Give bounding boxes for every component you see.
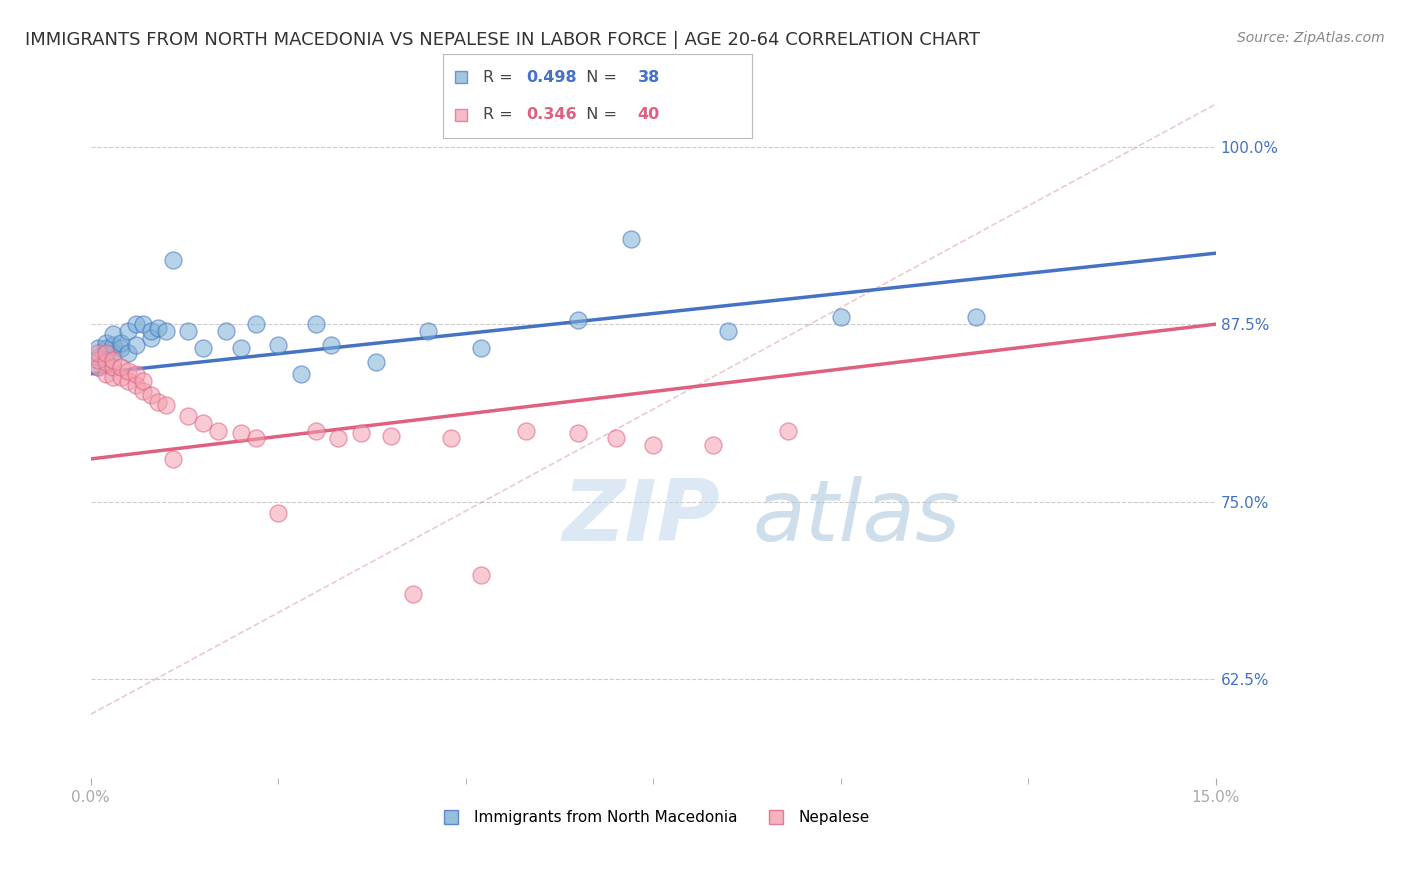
Text: atlas: atlas [752, 475, 960, 559]
Point [117, 364, 139, 378]
Point [319, 338, 342, 352]
Text: Source: ZipAtlas.com: Source: ZipAtlas.com [1237, 31, 1385, 45]
Point [605, 431, 627, 445]
Text: ZIP: ZIP [562, 475, 720, 559]
Point [304, 317, 326, 331]
Point [94, 352, 117, 367]
Point [380, 429, 402, 443]
Point [830, 310, 852, 324]
Point [87, 359, 110, 374]
Point [94, 367, 117, 381]
Point [139, 331, 162, 345]
Point [450, 107, 472, 121]
Point [87, 345, 110, 359]
Point [515, 424, 537, 438]
Point [470, 568, 492, 582]
Point [267, 506, 290, 520]
Point [101, 345, 124, 359]
Point [402, 587, 425, 601]
Point [162, 253, 184, 268]
Text: 38: 38 [638, 70, 659, 85]
Point [267, 338, 290, 352]
Point [214, 324, 236, 338]
Point [117, 374, 139, 388]
Point [717, 324, 740, 338]
Point [110, 369, 132, 384]
Point [702, 438, 724, 452]
Point [146, 321, 169, 335]
Point [146, 395, 169, 409]
Point [124, 338, 146, 352]
Point [87, 350, 110, 364]
Point [567, 426, 589, 441]
Point [110, 335, 132, 350]
Point [101, 338, 124, 352]
Point [162, 452, 184, 467]
Legend: Immigrants from North Macedonia, Nepalese: Immigrants from North Macedonia, Nepales… [430, 804, 876, 831]
Text: N =: N = [576, 70, 621, 85]
Point [418, 324, 440, 338]
Point [94, 335, 117, 350]
Point [94, 341, 117, 355]
Point [101, 352, 124, 367]
Point [139, 388, 162, 402]
Point [304, 424, 326, 438]
Point [440, 431, 463, 445]
Text: 0.346: 0.346 [526, 107, 576, 122]
Point [364, 355, 387, 369]
Text: 0.498: 0.498 [526, 70, 576, 85]
Text: R =: R = [484, 70, 517, 85]
Point [110, 341, 132, 355]
Point [132, 317, 155, 331]
Point [290, 367, 312, 381]
Point [139, 324, 162, 338]
Point [177, 409, 200, 424]
Point [155, 398, 177, 412]
Point [191, 341, 214, 355]
Point [643, 438, 665, 452]
Point [117, 345, 139, 359]
Point [124, 378, 146, 392]
Point [778, 424, 800, 438]
Point [326, 431, 349, 445]
Point [101, 327, 124, 342]
Point [450, 70, 472, 85]
Point [620, 232, 643, 246]
Point [567, 313, 589, 327]
Point [124, 367, 146, 381]
Point [229, 426, 252, 441]
Point [94, 345, 117, 359]
Point [124, 317, 146, 331]
Text: R =: R = [484, 107, 517, 122]
Point [101, 359, 124, 374]
Point [349, 426, 371, 441]
Point [177, 324, 200, 338]
Point [191, 417, 214, 431]
Point [229, 341, 252, 355]
Text: N =: N = [576, 107, 621, 122]
Point [470, 341, 492, 355]
Point [207, 424, 229, 438]
Text: IMMIGRANTS FROM NORTH MACEDONIA VS NEPALESE IN LABOR FORCE | AGE 20-64 CORRELATI: IMMIGRANTS FROM NORTH MACEDONIA VS NEPAL… [25, 31, 980, 49]
Point [101, 369, 124, 384]
Point [965, 310, 987, 324]
Point [94, 355, 117, 369]
Point [87, 359, 110, 374]
Text: 40: 40 [638, 107, 659, 122]
Point [87, 352, 110, 367]
Point [155, 324, 177, 338]
Point [132, 384, 155, 398]
Point [245, 431, 267, 445]
Point [117, 324, 139, 338]
Point [132, 374, 155, 388]
Point [87, 341, 110, 355]
Point [245, 317, 267, 331]
Point [110, 359, 132, 374]
